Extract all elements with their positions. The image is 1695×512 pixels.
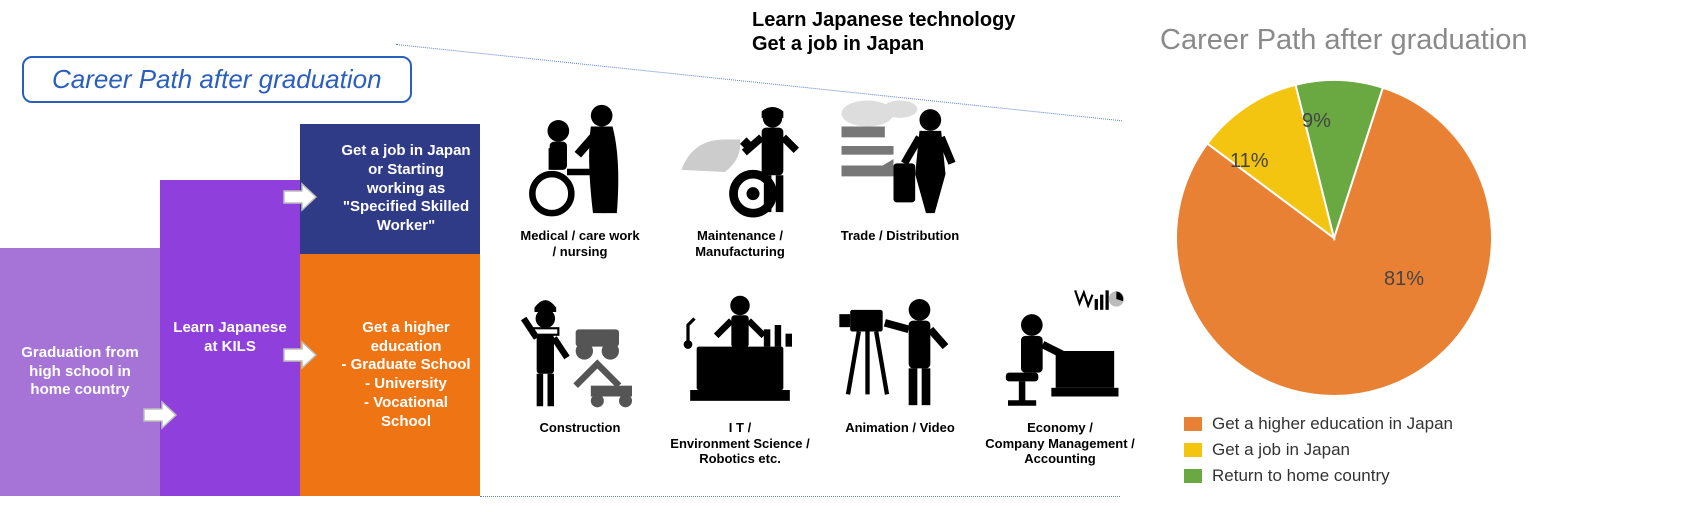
field-label: Maintenance / Manufacturing [660, 228, 820, 276]
businessman-luggage-icon [835, 94, 965, 224]
step-kils: Learn Japanese at KILS [160, 180, 300, 496]
field-label: Construction [540, 420, 621, 468]
office-worker-chart-icon [995, 286, 1125, 416]
arrow-icon [282, 182, 318, 212]
pie-svg [1174, 78, 1494, 398]
arrow-icon [282, 340, 318, 370]
legend-swatch [1184, 443, 1202, 457]
field-label: Animation / Video [845, 420, 955, 468]
construction-worker-icon [515, 286, 645, 416]
field-label: Medical / care work / nursing [520, 228, 639, 276]
legend-label: Return to home country [1212, 466, 1390, 486]
field-animation: Animation / Video [820, 286, 980, 468]
center-heading: Learn Japanese technology Get a job in J… [752, 8, 1015, 56]
step-highschool-text: Graduation from high school in home coun… [8, 344, 152, 400]
step-job-japan: Get a job in Japan or Starting working a… [300, 124, 480, 254]
pie-slice-label-2: 9% [1302, 110, 1331, 133]
cameraman-icon [835, 286, 965, 416]
fields-grid: Medical / care work / nursing Maintenanc… [500, 94, 1140, 468]
wheelchair-nurse-icon [515, 94, 645, 224]
field-label: I T / Environment Science / Robotics etc… [670, 420, 809, 468]
field-trade: Trade / Distribution [820, 94, 980, 276]
legend-label: Get a job in Japan [1212, 440, 1350, 460]
field-construction: Construction [500, 286, 660, 468]
legend-label: Get a higher education in Japan [1212, 414, 1453, 434]
field-label: Trade / Distribution [841, 228, 959, 276]
pie-chart: 81% 11% 9% [1174, 78, 1494, 398]
career-path-title-box: Career Path after graduation [22, 56, 412, 103]
field-label: Economy / Company Management / Accountin… [985, 420, 1135, 468]
pie-chart-title: Career Path after graduation [1160, 24, 1528, 57]
field-economy: Economy / Company Management / Accountin… [980, 286, 1140, 468]
legend-row: Get a job in Japan [1184, 440, 1453, 460]
career-path-title: Career Path after graduation [52, 64, 382, 94]
legend-swatch [1184, 469, 1202, 483]
pie-legend: Get a higher education in Japan Get a jo… [1184, 414, 1453, 492]
pie-slice-label-1: 11% [1230, 150, 1269, 173]
mechanic-car-icon [675, 94, 805, 224]
field-medical: Medical / care work / nursing [500, 94, 660, 276]
field-it: I T / Environment Science / Robotics etc… [660, 286, 820, 468]
dotted-divider-bottom [480, 496, 1120, 497]
step-higher-ed: Get a higher education - Graduate School… [300, 254, 480, 496]
legend-row: Get a higher education in Japan [1184, 414, 1453, 434]
arrow-icon [142, 400, 178, 430]
step-highschool: Graduation from high school in home coun… [0, 248, 160, 496]
step-higher-ed-text: Get a higher education - Graduate School… [340, 319, 472, 432]
step-job-japan-text: Get a job in Japan or Starting working a… [340, 142, 472, 236]
step-kils-text: Learn Japanese at KILS [168, 319, 292, 357]
legend-swatch [1184, 417, 1202, 431]
legend-row: Return to home country [1184, 466, 1453, 486]
scientist-lab-icon [675, 286, 805, 416]
field-maintenance: Maintenance / Manufacturing [660, 94, 820, 276]
pie-slice-label-0: 81% [1384, 268, 1424, 291]
